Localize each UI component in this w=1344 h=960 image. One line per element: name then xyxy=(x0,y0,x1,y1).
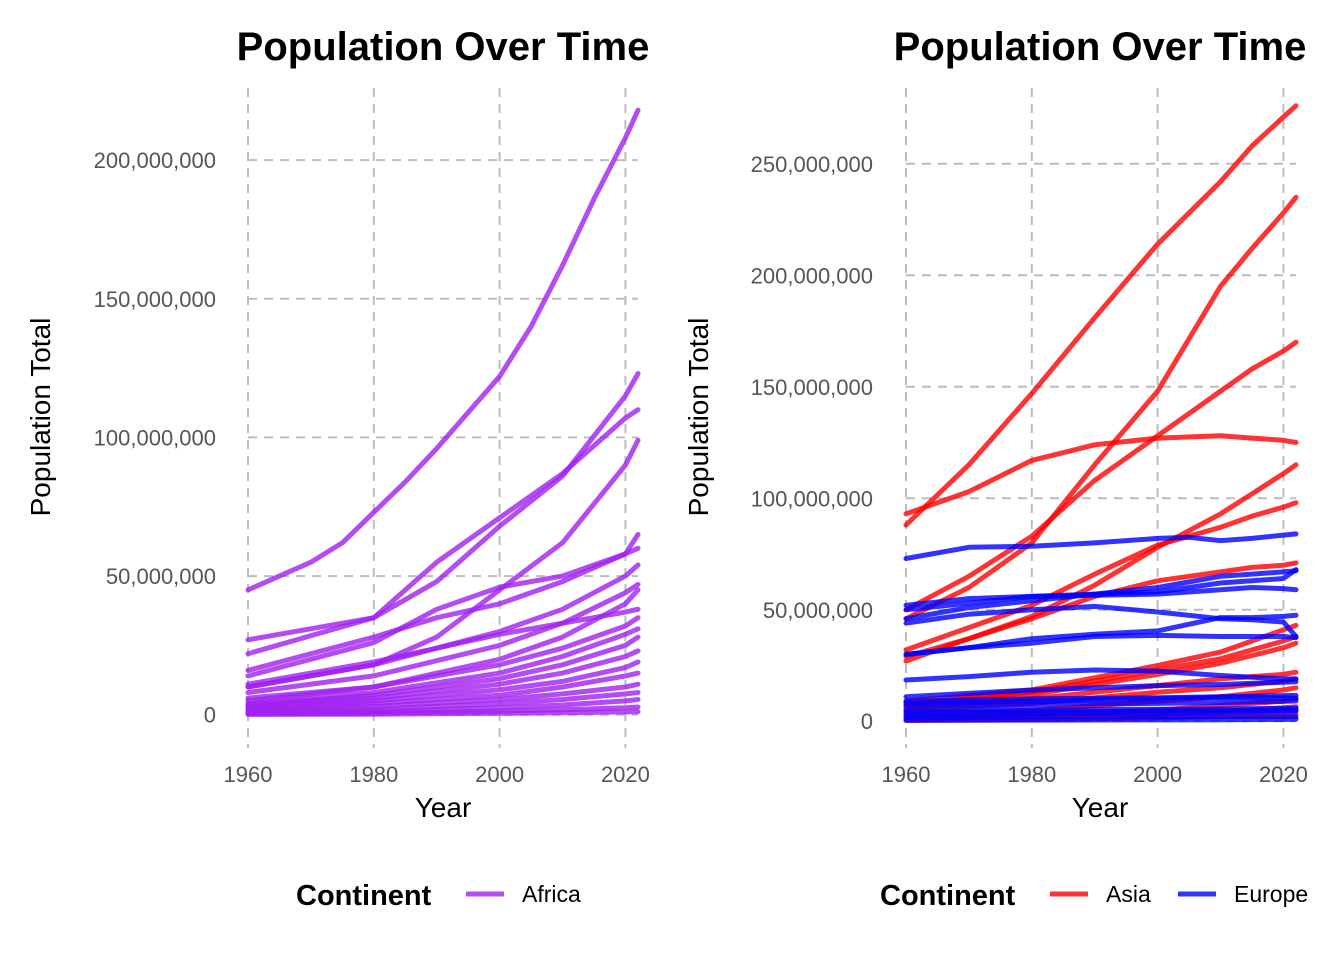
series-line-europe xyxy=(903,716,1299,723)
x-tick-label: 2020 xyxy=(1259,762,1308,787)
chart-panel-asia-europe: Population Over Time 0 50,000,000 100,000,… xyxy=(683,25,1308,912)
series-line-africa xyxy=(245,562,641,690)
series-line-asia xyxy=(903,433,1299,517)
series-line-africa xyxy=(245,606,641,687)
series-line-africa xyxy=(245,648,641,709)
x-tick-label: 2000 xyxy=(1133,762,1182,787)
y-axis-label: Population Total xyxy=(25,318,56,517)
legend-label-europe: Europe xyxy=(1234,881,1308,907)
chart-panel-africa: Population Over Time 0 50,000,000 100,000,… xyxy=(25,25,650,912)
series-line-africa xyxy=(245,532,641,673)
x-tick-label: 1960 xyxy=(224,762,273,787)
y-tick-label: 0 xyxy=(861,709,873,734)
y-tick-labels: 0 50,000,000 100,000,000 150,000,000 200,000… xyxy=(751,152,873,734)
series-line-asia xyxy=(903,560,1299,660)
series-line-europe xyxy=(903,714,1299,721)
series-lines xyxy=(245,107,641,717)
legend-label-asia: Asia xyxy=(1106,881,1151,907)
chart-title: Population Over Time xyxy=(894,25,1307,69)
y-tick-label: 0 xyxy=(204,703,216,728)
series-line-africa xyxy=(245,107,641,593)
series-line-africa xyxy=(245,634,641,708)
series-line-europe xyxy=(903,603,1299,639)
series-line-europe xyxy=(903,632,1299,657)
x-tick-label: 2000 xyxy=(475,762,524,787)
y-tick-label: 50,000,000 xyxy=(106,564,216,589)
legend: Continent Asia Europe xyxy=(880,880,1308,912)
series-line-europe xyxy=(903,568,1299,622)
legend-title: Continent xyxy=(880,880,1016,912)
series-line-africa xyxy=(245,581,641,695)
series-line-asia xyxy=(903,194,1299,622)
y-tick-label: 100,000,000 xyxy=(94,425,216,450)
y-tick-label: 50,000,000 xyxy=(763,598,873,623)
series-line-europe xyxy=(903,708,1299,718)
legend-label-africa: Africa xyxy=(522,881,581,907)
series-line-asia xyxy=(903,640,1299,709)
x-axis-label: Year xyxy=(1072,792,1129,823)
y-tick-label: 150,000,000 xyxy=(94,287,216,312)
y-tick-labels: 0 50,000,000 100,000,000 150,000,000 200,000… xyxy=(94,148,216,728)
series-line-africa xyxy=(245,626,641,707)
x-tick-labels: 1960 1980 2000 2020 xyxy=(882,762,1308,787)
series-lines xyxy=(903,103,1299,723)
x-tick-label: 1960 xyxy=(882,762,931,787)
x-axis-label: Year xyxy=(415,792,472,823)
series-line-africa xyxy=(245,681,641,714)
y-tick-label: 200,000,000 xyxy=(94,148,216,173)
y-axis-label: Population Total xyxy=(683,318,714,517)
x-tick-label: 1980 xyxy=(1007,762,1056,787)
series-line-europe xyxy=(903,667,1299,683)
chart-title: Population Over Time xyxy=(237,25,650,69)
y-tick-label: 100,000,000 xyxy=(751,486,873,511)
legend: Continent Africa xyxy=(296,880,581,912)
series-line-asia xyxy=(903,103,1299,528)
series-line-africa xyxy=(245,709,641,717)
series-line-africa xyxy=(245,615,641,701)
series-line-africa xyxy=(245,670,641,712)
series-line-europe xyxy=(903,531,1299,561)
series-line-africa xyxy=(245,407,641,657)
series-line-asia xyxy=(903,500,1299,653)
series-line-europe xyxy=(903,585,1299,613)
series-line-europe xyxy=(903,698,1299,709)
y-tick-label: 200,000,000 xyxy=(751,263,873,288)
series-line-europe xyxy=(903,694,1299,706)
series-line-europe xyxy=(903,679,1299,700)
x-tick-labels: 1960 1980 2000 2020 xyxy=(224,762,650,787)
x-tick-label: 2020 xyxy=(601,762,650,787)
legend-title: Continent xyxy=(296,880,432,912)
y-tick-label: 250,000,000 xyxy=(751,152,873,177)
y-tick-label: 150,000,000 xyxy=(751,375,873,400)
x-tick-label: 1980 xyxy=(349,762,398,787)
